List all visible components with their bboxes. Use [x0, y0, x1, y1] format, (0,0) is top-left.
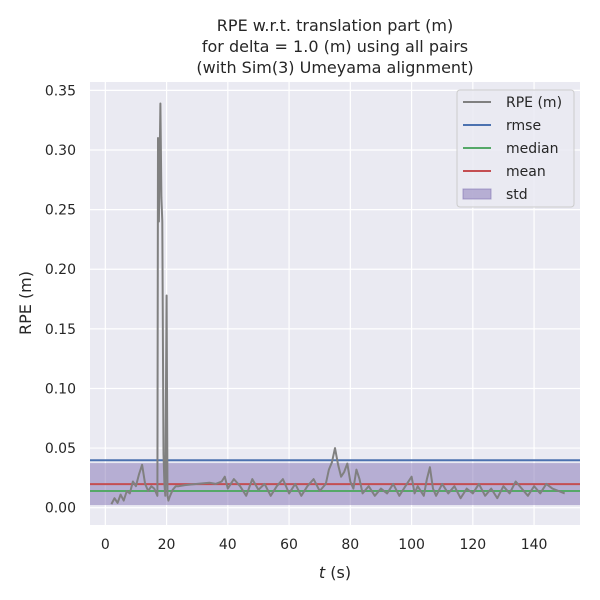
y-tick-label: 0.35: [45, 83, 76, 99]
legend-label-std: std: [506, 187, 528, 203]
x-tick-label: 0: [101, 537, 110, 553]
x-tick-label: 140: [521, 537, 548, 553]
x-axis-ticks: 0 20 40 60 80 100 120 140: [101, 537, 548, 553]
legend-swatch-std: [462, 188, 492, 200]
y-tick-label: 0.30: [45, 143, 76, 159]
x-axis-label: t (s): [319, 563, 351, 582]
title-line-2: for delta = 1.0 (m) using all pairs: [202, 37, 468, 56]
x-tick-label: 60: [280, 537, 298, 553]
legend-label-median: median: [506, 141, 558, 157]
x-tick-label: 120: [459, 537, 486, 553]
y-axis-ticks: 0.00 0.05 0.10 0.15 0.20 0.25 0.30 0.35: [45, 83, 76, 516]
x-tick-label: 40: [219, 537, 237, 553]
rpe-series-layer: [110, 102, 566, 505]
x-tick-label: 20: [158, 537, 176, 553]
x-axis-label-unit: (s): [325, 563, 351, 582]
y-tick-label: 0.00: [45, 501, 76, 517]
legend-label-RPE (m): RPE (m): [506, 95, 562, 111]
legend: RPE (m) rmse median mean std: [456, 89, 575, 208]
y-tick-label: 0.05: [45, 441, 76, 457]
rpe-line: [110, 102, 566, 505]
y-tick-label: 0.20: [45, 262, 76, 278]
chart-title: RPE w.r.t. translation part (m) for delt…: [196, 16, 473, 77]
legend-label-mean: mean: [506, 164, 546, 180]
y-axis-label: RPE (m): [16, 271, 35, 335]
x-tick-label: 80: [341, 537, 359, 553]
legend-label-rmse: rmse: [506, 118, 541, 134]
x-axis-label-var: t: [319, 563, 326, 582]
y-tick-label: 0.25: [45, 203, 76, 219]
y-tick-label: 0.15: [45, 322, 76, 338]
legend-frame: [456, 89, 575, 208]
title-line-1: RPE w.r.t. translation part (m): [217, 16, 453, 35]
title-line-3: (with Sim(3) Umeyama alignment): [196, 58, 473, 77]
y-tick-label: 0.10: [45, 381, 76, 397]
x-tick-label: 100: [398, 537, 425, 553]
